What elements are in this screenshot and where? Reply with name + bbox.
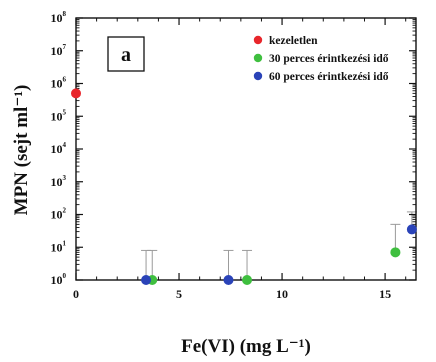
panel-label-box [107, 36, 145, 72]
x-tick-label: 15 [379, 287, 391, 301]
data-point-series-2 [223, 275, 234, 285]
x-tick-label: 5 [176, 287, 182, 301]
y-tick-label: 103 [51, 174, 67, 189]
y-tick-label: 102 [51, 207, 67, 222]
y-tick-label: 108 [51, 10, 67, 25]
ticks-layer: 0 5 10 15 100 101 102 103 104 105 106 107 108 [51, 10, 416, 301]
legend-label: 30 perces érintkezési idő [269, 53, 389, 65]
legend-marker [253, 71, 263, 81]
legend-label: kezeletlen [269, 35, 318, 47]
data-point-series-1 [242, 275, 253, 285]
x-axis-title: Fe(VI) (mg L⁻¹) [181, 336, 311, 357]
x-tick-label: 10 [276, 287, 288, 301]
y-tick-label: 107 [51, 43, 67, 58]
legend: kezeletlen 30 perces érintkezési idő 60 pe… [253, 35, 389, 83]
y-tick-label: 105 [51, 108, 67, 123]
data-point-series-1 [390, 247, 401, 258]
y-tick-label: 101 [51, 239, 67, 254]
errorbar-layer [141, 211, 417, 280]
y-axis-title: MPN (sejt ml⁻¹) [11, 85, 32, 216]
legend-marker [253, 53, 263, 63]
panel-label: a [121, 44, 131, 66]
y-tick-label: 100 [51, 272, 67, 287]
y-tick-label: 104 [51, 141, 67, 156]
data-point-series-0 [71, 88, 81, 99]
x-tick-label: 0 [73, 287, 79, 301]
points-layer [71, 88, 417, 285]
legend-label: 60 perces érintkezési idő [269, 71, 389, 83]
y-tick-label: 106 [51, 76, 67, 91]
legend-marker [253, 35, 263, 45]
data-point-series-2 [141, 275, 152, 285]
data-point-series-2 [406, 224, 417, 235]
